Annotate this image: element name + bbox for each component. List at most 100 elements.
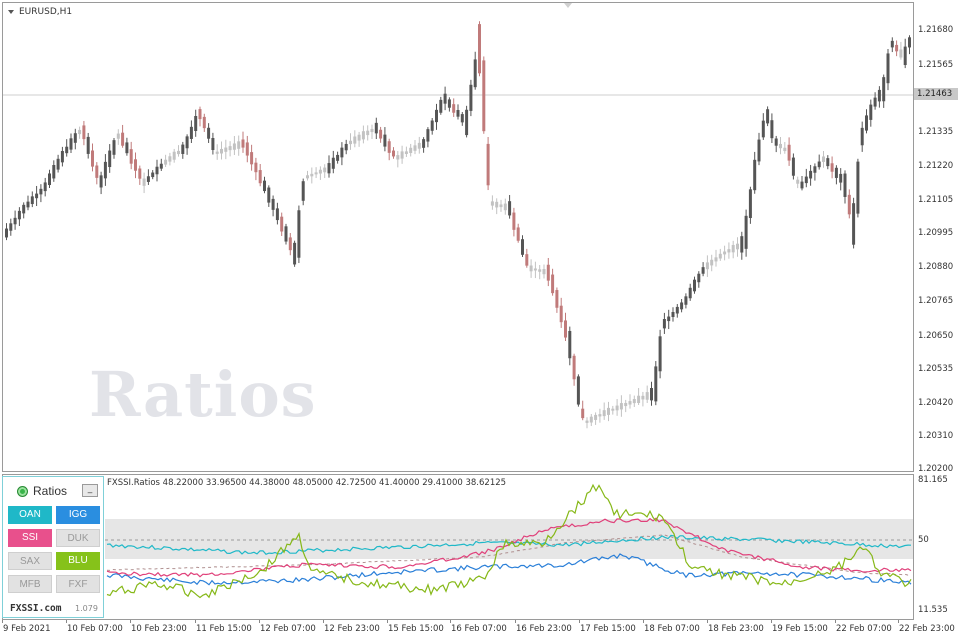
- candle-body: [366, 130, 370, 136]
- broker-button-blu[interactable]: BLU: [56, 552, 100, 570]
- price-chart[interactable]: EURUSD,H1 Ratios: [2, 2, 914, 472]
- candle-body: [310, 173, 314, 177]
- candle-body: [108, 150, 112, 168]
- broker-button-ssi[interactable]: SSI: [8, 529, 52, 547]
- candle-body: [877, 89, 881, 102]
- candle-body: [426, 129, 430, 142]
- candle-body: [774, 138, 778, 146]
- minimize-button[interactable]: _: [82, 484, 98, 497]
- candle-body: [521, 239, 524, 255]
- candle-body: [705, 262, 709, 270]
- candle-body: [301, 181, 305, 201]
- time-tick: [66, 620, 67, 623]
- broker-button-duk[interactable]: DUK: [56, 529, 100, 547]
- candle-body: [753, 159, 757, 191]
- candle-body: [873, 97, 877, 107]
- candle-body: [207, 127, 211, 139]
- candle-body: [39, 188, 43, 195]
- candle-body: [164, 159, 168, 165]
- candle-body: [701, 267, 705, 274]
- broker-button-sax[interactable]: SAX: [8, 552, 52, 570]
- candle-body: [95, 165, 99, 178]
- candle-body: [736, 243, 739, 250]
- status-dot-icon: [17, 486, 28, 497]
- time-tick-label: 22 Feb 23:00: [899, 624, 955, 634]
- price-tick-label: 1.20995: [918, 228, 954, 238]
- candle-body: [447, 99, 451, 108]
- time-axis[interactable]: 9 Feb 2021 10 Feb 07:00 10 Feb 23:00 11 Feb…: [0, 620, 960, 640]
- candle-body: [581, 408, 585, 419]
- candle-body: [572, 355, 576, 380]
- candle-body: [637, 395, 641, 403]
- candle-body: [482, 60, 486, 132]
- candle-body: [529, 265, 533, 272]
- candle-body: [641, 395, 645, 400]
- candle-body: [370, 128, 374, 133]
- candle-body: [602, 410, 606, 417]
- candle-body: [198, 109, 202, 120]
- candle-body: [400, 151, 404, 159]
- candle-body: [869, 104, 873, 120]
- candle-body: [830, 163, 834, 172]
- version-label: 1.079: [75, 604, 98, 613]
- broker-button-igg[interactable]: IGG: [56, 506, 100, 524]
- ratios-panel: Ratios _ OAN IGG SSI DUK SAX BLU MFB FXF FXSSI.…: [2, 476, 104, 618]
- candle-body: [168, 156, 172, 162]
- time-tick-label: 18 Feb 07:00: [644, 624, 700, 634]
- candle-body: [35, 193, 39, 199]
- candle-body: [181, 144, 185, 154]
- candle-body: [779, 143, 782, 149]
- candle-body: [800, 181, 804, 189]
- candle-body: [693, 279, 696, 292]
- time-tick: [387, 620, 388, 623]
- candle-body: [387, 141, 391, 153]
- candle-body: [564, 320, 567, 338]
- time-tick-label: 12 Feb 23:00: [324, 624, 380, 634]
- broker-button-mfb[interactable]: MFB: [8, 575, 52, 593]
- candle-body: [516, 227, 520, 241]
- candle-body: [645, 392, 649, 400]
- candle-body: [843, 173, 847, 197]
- candle-body: [624, 402, 628, 407]
- candle-body: [723, 251, 727, 255]
- broker-button-oan[interactable]: OAN: [8, 506, 52, 524]
- candle-body: [112, 140, 116, 155]
- price-axis[interactable]: 1.216801.215651.214501.213351.212201.211…: [914, 0, 960, 622]
- time-tick: [898, 620, 899, 623]
- candle-body: [383, 134, 387, 147]
- candle-body: [817, 161, 821, 168]
- time-tick-label: 10 Feb 23:00: [131, 624, 187, 634]
- candle-body: [834, 167, 838, 178]
- candle-body: [675, 306, 679, 314]
- candle-body: [417, 142, 421, 149]
- indicator-window[interactable]: FXSSI.Ratios 48.22000 33.96500 44.38000 …: [2, 474, 914, 620]
- candle-body: [318, 169, 322, 174]
- candle-body: [306, 175, 309, 179]
- candle-body: [13, 217, 17, 225]
- shift-marker-icon[interactable]: [564, 3, 572, 8]
- candle-body: [710, 259, 714, 266]
- watermark-text: Ratios: [89, 358, 317, 431]
- time-tick: [707, 620, 708, 623]
- candle-body: [607, 407, 610, 415]
- time-tick: [2, 620, 3, 623]
- candle-body: [684, 296, 688, 305]
- dropdown-arrow-icon[interactable]: [8, 10, 14, 14]
- candle-body: [245, 142, 249, 156]
- candle-body: [486, 143, 490, 186]
- candle-body: [658, 336, 662, 372]
- candle-body: [232, 143, 236, 150]
- candle-body: [688, 287, 692, 299]
- price-tick-label: 1.20765: [918, 296, 954, 306]
- broker-button-fxf[interactable]: FXF: [56, 575, 100, 593]
- candle-body: [9, 223, 13, 231]
- candle-body: [886, 53, 890, 84]
- candle-body: [542, 269, 546, 275]
- candle-body: [895, 44, 899, 52]
- candle-body: [791, 157, 795, 176]
- candle-body: [314, 172, 318, 175]
- candle-body: [697, 273, 701, 283]
- candle-body: [727, 249, 731, 253]
- candle-body: [783, 147, 787, 152]
- candle-body: [865, 115, 868, 131]
